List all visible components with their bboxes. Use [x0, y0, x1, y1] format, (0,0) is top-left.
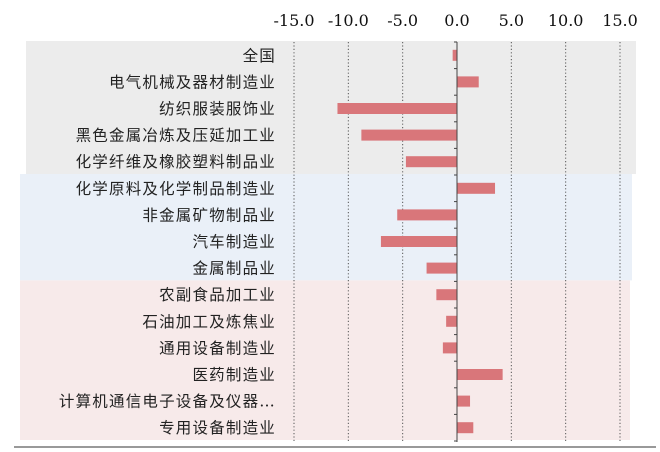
category-label: 电气机械及器材制造业	[109, 73, 276, 91]
bar-13	[457, 395, 471, 407]
category-label: 计算机通信电子设备及仪器…	[59, 392, 276, 411]
bar-9	[436, 289, 457, 301]
bar-1	[457, 76, 479, 88]
group-bands	[20, 41, 636, 440]
bar-0	[452, 49, 457, 61]
axis-lines	[14, 41, 656, 448]
bar-3	[361, 129, 457, 141]
category-label: 化学纤维及橡胶塑料制品业	[76, 153, 276, 171]
category-label: 汽车制造业	[192, 233, 276, 251]
bar-6	[397, 209, 457, 221]
x-tick-label: -5.0	[387, 11, 418, 30]
category-label: 通用设备制造业	[159, 339, 276, 357]
gridlines	[293, 42, 621, 442]
category-label: 金属制品业	[192, 260, 276, 278]
x-tick-label: 10.0	[548, 11, 584, 30]
category-label: 农副食品加工业	[159, 286, 276, 304]
x-tick-label: -15.0	[273, 11, 314, 30]
x-tick-label: -10.0	[328, 11, 369, 30]
category-label: 医药制造业	[192, 366, 276, 384]
bar-10	[446, 315, 457, 327]
bar-4	[405, 156, 457, 168]
bar-7	[380, 236, 457, 247]
bar-11	[442, 342, 457, 354]
category-labels: 全国电气机械及器材制造业纺织服装服饰业黑色金属冶炼及压延加工业化学纤维及橡胶塑料…	[59, 47, 276, 437]
bar-14	[457, 422, 474, 434]
category-label: 全国	[243, 47, 276, 65]
category-label: 专用设备制造业	[159, 419, 276, 437]
x-tick-label: 0.0	[444, 11, 469, 30]
bar-5	[457, 182, 496, 194]
category-label: 化学原料及化学制品制造业	[76, 180, 276, 198]
bars	[337, 49, 503, 434]
bar-12	[457, 369, 503, 380]
x-tick-label: 5.0	[499, 11, 524, 30]
category-label: 黑色金属冶炼及压延加工业	[76, 127, 276, 145]
category-label: 石油加工及炼焦业	[142, 313, 276, 331]
x-axis: -15.0 -10.0 -5.0 0.0 5.0 10.0 15.0	[273, 11, 637, 30]
x-tick-label: 15.0	[602, 11, 638, 30]
category-label: 纺织服装服饰业	[159, 100, 276, 118]
group-band-0	[26, 41, 636, 174]
bar-2	[337, 103, 457, 114]
group-band-1	[20, 174, 632, 281]
category-label: 非金属矿物制品业	[142, 206, 276, 224]
bar-8	[426, 262, 457, 274]
group-band-2	[20, 280, 630, 440]
